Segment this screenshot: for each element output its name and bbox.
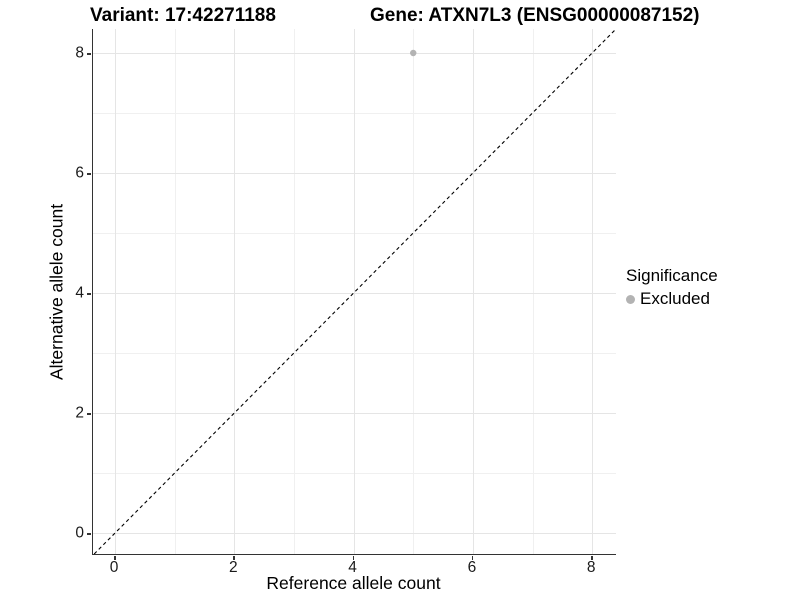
x-tick-mark [471, 555, 474, 560]
x-axis-title: Reference allele count [266, 573, 441, 593]
legend-entry: Excluded [626, 289, 718, 309]
x-major-gridline [472, 29, 474, 554]
y-tick-mark [86, 293, 91, 295]
x-tick-mark [591, 555, 593, 560]
y-major-gridline [93, 533, 616, 534]
legend-label: Excluded [640, 289, 710, 308]
legend-point-icon [626, 294, 635, 304]
y-tick-label: 6 [75, 164, 84, 182]
y-tick-mark [86, 413, 91, 415]
x-tick-mark [233, 555, 235, 560]
plot-title-gene: Gene: ATXN7L3 (ENSG00000087152) [370, 5, 700, 26]
x-tick-label: 2 [229, 559, 238, 576]
plot-panel [92, 28, 617, 555]
x-major-gridline [353, 29, 355, 554]
legend: Significance Excluded [626, 266, 718, 309]
y-tick-mark [86, 53, 91, 55]
data-point [410, 49, 417, 57]
y-tick-label: 0 [75, 524, 84, 542]
x-minor-gridline [532, 29, 534, 554]
identity-reference-line [93, 28, 617, 555]
x-major-gridline [234, 29, 236, 554]
x-tick-mark [114, 555, 116, 560]
legend-entries: Excluded [626, 289, 718, 309]
x-tick-label: 8 [586, 559, 596, 576]
panel-canvas [93, 28, 617, 555]
legend-title: Significance [626, 266, 718, 285]
y-tick-mark [86, 533, 91, 535]
y-major-gridline [93, 293, 616, 294]
y-major-gridline [93, 173, 616, 174]
x-tick-label: 4 [348, 559, 357, 576]
x-minor-gridline [293, 29, 295, 554]
y-tick-mark [86, 173, 91, 175]
x-minor-gridline [174, 29, 176, 554]
y-major-gridline [93, 53, 616, 54]
y-tick-label: 2 [75, 404, 84, 422]
x-tick-mark [352, 555, 355, 560]
y-tick-label: 8 [75, 44, 84, 62]
y-major-gridline [93, 413, 616, 414]
plot-title-variant: Variant: 17:42271188 [90, 5, 276, 26]
x-tick-label: 6 [467, 559, 477, 576]
x-minor-gridline [413, 29, 415, 554]
y-axis-title: Alternative allele count [46, 203, 67, 380]
x-major-gridline [115, 29, 117, 554]
y-tick-label: 4 [75, 284, 84, 302]
x-major-gridline [592, 29, 594, 554]
x-tick-label: 0 [109, 559, 119, 576]
